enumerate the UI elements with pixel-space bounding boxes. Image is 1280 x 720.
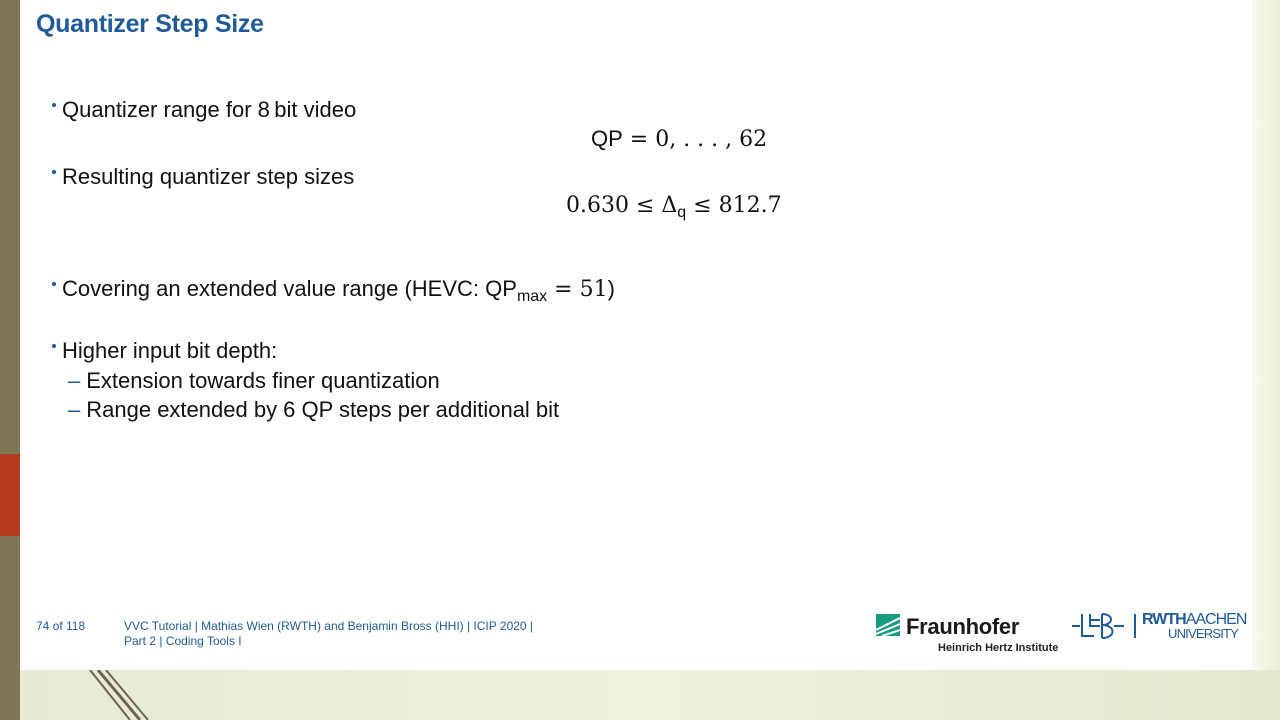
bullet-bit-depth: Higher input bit depth:: [52, 338, 277, 364]
left-accent-bar: [0, 454, 20, 536]
bullet-extended-range: Covering an extended value range (HEVC: …: [52, 276, 615, 306]
fraunhofer-subname: Heinrich Hertz Institute: [938, 642, 1059, 654]
fraunhofer-mark-icon: [876, 614, 900, 636]
dash-icon: –: [68, 368, 81, 393]
bullet-step-sizes: Resulting quantizer step sizes: [52, 164, 354, 190]
footer-citation: VVC Tutorial | Mathias Wien (RWTH) and B…: [124, 619, 534, 648]
formula-step-range: 0.630 ≤ Δq ≤ 812.7: [566, 193, 782, 221]
bullet-quantizer-range: Quantizer range for 8 bit video: [52, 97, 356, 123]
rwth-logo-bottom: UNIVERSITY: [1168, 626, 1239, 641]
dash-icon: –: [68, 397, 81, 422]
bullet-dot-icon: [52, 344, 56, 348]
formula-qp-range: QP = 0, . . . , 62: [591, 126, 768, 152]
decor-lines-icon: [89, 670, 149, 720]
slide-title: Quantizer Step Size: [36, 10, 264, 38]
bullet-dot-icon: [52, 282, 56, 286]
slide-canvas: Quantizer Step Size Quantizer range for …: [20, 0, 1252, 670]
page-number: 74 of 118: [36, 619, 86, 633]
right-decor-band: [1252, 0, 1280, 670]
rwth-separator: [1134, 614, 1136, 638]
left-decor-band: [0, 0, 20, 720]
bullet-dot-icon: [52, 170, 56, 174]
rwth-logo-top: RWTHAACHEN: [1142, 611, 1247, 628]
subbullet-finer-quantization: – Extension towards finer quantization: [68, 368, 440, 393]
bottom-decor-band: [20, 670, 1280, 720]
fraunhofer-name: Fraunhofer: [906, 614, 1020, 639]
bullet-dot-icon: [52, 103, 56, 107]
subbullet-range-extended: – Range extended by 6 QP steps per additi…: [68, 397, 560, 422]
lfb-logo-icon: [1072, 613, 1124, 639]
